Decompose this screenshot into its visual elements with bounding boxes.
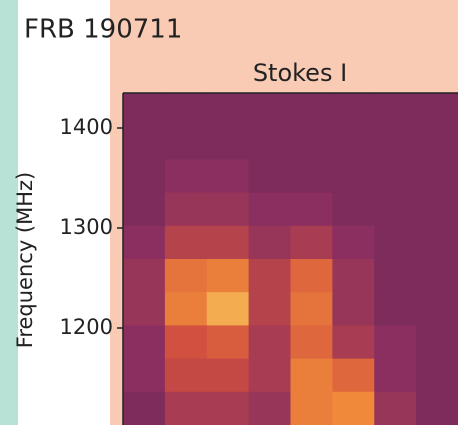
y-tick-label: 1200	[60, 315, 113, 339]
heatmap-cell	[290, 192, 333, 227]
heatmap-cell	[416, 93, 458, 127]
heatmap-cell	[123, 225, 166, 260]
heatmap-cell	[164, 358, 208, 393]
heatmap-cell	[123, 391, 166, 425]
heatmap-cell	[416, 325, 458, 360]
heatmap-cell	[164, 93, 208, 127]
heatmap-cell	[290, 93, 333, 127]
chart-title: FRB 190711	[24, 15, 182, 45]
heatmap-cell	[248, 292, 291, 326]
heatmap-cell	[416, 391, 458, 425]
heatmap-cell	[332, 292, 375, 326]
heatmap-cell	[123, 93, 166, 127]
heatmap-cell	[290, 358, 333, 393]
heatmap-cell	[206, 225, 250, 260]
heatmap-cell	[374, 126, 417, 160]
heatmap-cell	[416, 159, 458, 194]
heatmap-cell	[374, 159, 417, 194]
y-tick-label: 1300	[60, 215, 113, 239]
heatmap-cell	[416, 192, 458, 227]
heatmap-cell	[416, 225, 458, 260]
chart-subtitle: Stokes I	[253, 59, 347, 87]
heatmap-cell	[374, 391, 417, 425]
heatmap-cell	[164, 325, 208, 360]
heatmap-cell	[290, 159, 333, 194]
heatmap-cell	[164, 159, 208, 194]
heatmap-cell	[164, 126, 208, 160]
heatmap-cell	[248, 391, 291, 425]
heatmap-cell	[332, 159, 375, 194]
heatmap-cell	[123, 126, 166, 160]
heatmap-cell	[206, 358, 250, 393]
heatmap-cell	[332, 192, 375, 227]
heatmap-cell	[164, 259, 208, 293]
heatmap-cell	[374, 358, 417, 393]
heatmap-cell	[123, 358, 166, 393]
heatmap-cell	[248, 259, 291, 293]
heatmap-cell	[332, 225, 375, 260]
heatmap-cell	[248, 358, 291, 393]
heatmap-cell	[290, 325, 333, 360]
y-tick-label: 1400	[60, 115, 113, 139]
heatmap-cell	[248, 192, 291, 227]
heatmap-cell	[332, 325, 375, 360]
heatmap-cell	[164, 391, 208, 425]
heatmap-cell	[123, 192, 166, 227]
heatmap-cell	[206, 391, 250, 425]
heatmap-cell	[416, 259, 458, 293]
heatmap-cell	[248, 93, 291, 127]
heatmap-cell	[290, 225, 333, 260]
y-axis-label: Frequency (MHz)	[13, 172, 37, 348]
heatmap-cell	[374, 292, 417, 326]
heatmap-cell	[416, 292, 458, 326]
heatmap-cell	[248, 126, 291, 160]
heatmap-cell	[206, 292, 250, 326]
heatmap-cell	[248, 159, 291, 194]
heatmap-cell	[123, 292, 166, 326]
heatmap-cell	[248, 325, 291, 360]
heatmap-cell	[123, 259, 166, 293]
side-strip	[0, 0, 18, 425]
heatmap-cell	[374, 259, 417, 293]
heatmap-cell	[206, 159, 250, 194]
heatmap-cell	[206, 93, 250, 127]
heatmap-cell	[332, 259, 375, 293]
heatmap-cell	[123, 325, 166, 360]
heatmap-cell	[374, 225, 417, 260]
heatmap-cell	[164, 225, 208, 260]
heatmap-cell	[206, 325, 250, 360]
plot-area	[123, 93, 458, 425]
heatmap-cell	[206, 192, 250, 227]
heatmap-cell	[374, 192, 417, 227]
heatmap-cell	[290, 259, 333, 293]
heatmap-cell	[290, 126, 333, 160]
heatmap-cell	[332, 391, 375, 425]
heatmap-cell	[416, 126, 458, 160]
heatmap-cell	[332, 93, 375, 127]
heatmap-cell	[164, 292, 208, 326]
heatmap-cell	[374, 93, 417, 127]
heatmap-cell	[206, 126, 250, 160]
heatmap-cell	[416, 358, 458, 393]
heatmap-cell	[123, 159, 166, 194]
heatmap-cell	[206, 259, 250, 293]
heatmap-cell	[332, 126, 375, 160]
heatmap-cell	[374, 325, 417, 360]
heatmap-cell	[290, 292, 333, 326]
heatmap-cell	[290, 391, 333, 425]
heatmap-cell	[332, 358, 375, 393]
heatmap-cell	[248, 225, 291, 260]
heatmap-cell	[164, 192, 208, 227]
